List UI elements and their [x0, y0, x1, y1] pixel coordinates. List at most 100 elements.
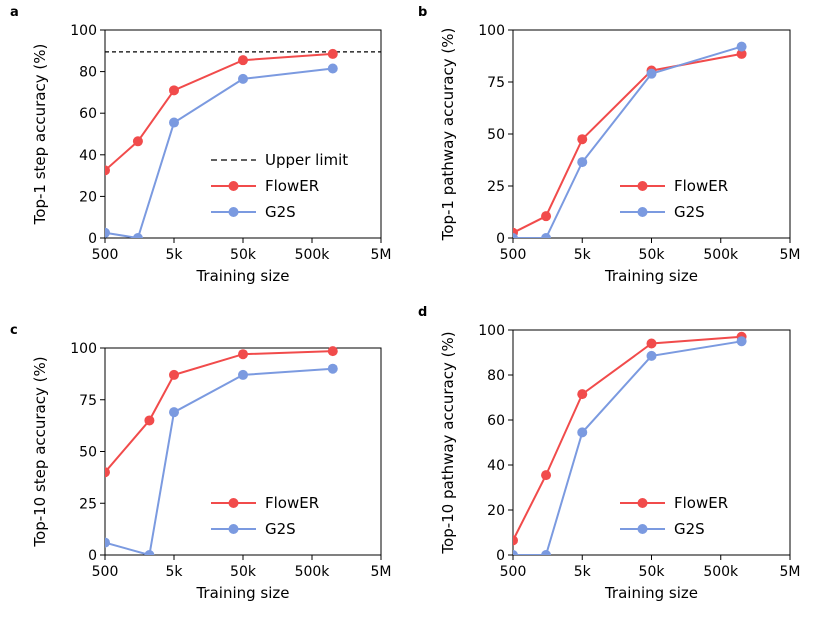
- data-point-flower: [238, 349, 248, 360]
- legend-label: FlowER: [265, 177, 319, 195]
- y-tick-label: 100: [70, 341, 97, 357]
- x-tick-label: 50k: [230, 247, 257, 263]
- x-axis-label: Training size: [604, 267, 698, 285]
- x-tick-label: 500: [92, 247, 119, 263]
- data-point-flower: [132, 136, 143, 147]
- y-axis-label: Top-1 step accuracy (%): [31, 44, 49, 226]
- y-tick-label: 100: [478, 323, 505, 339]
- data-point-g2s: [736, 41, 747, 52]
- x-tick-label: 5k: [574, 247, 592, 263]
- y-tick-label: 80: [487, 368, 505, 384]
- data-point-flower: [238, 55, 248, 66]
- y-tick-label: 0: [88, 548, 97, 564]
- series-line-g2s: [513, 340, 742, 555]
- y-tick-label: 20: [79, 189, 97, 205]
- x-tick-label: 500k: [703, 247, 739, 263]
- data-point-g2s: [736, 336, 747, 347]
- data-point-g2s: [105, 537, 110, 548]
- legend-label: FlowER: [674, 177, 728, 195]
- data-point-flower: [513, 535, 518, 546]
- y-tick-label: 100: [70, 23, 97, 39]
- panel-letter: d: [418, 305, 427, 320]
- legend-label: Upper limit: [265, 151, 348, 169]
- series-line-flower: [105, 350, 333, 473]
- x-tick-label: 50k: [639, 564, 666, 580]
- data-point-g2s: [169, 117, 179, 128]
- plot-area: [513, 331, 747, 555]
- x-axis-label: Training size: [604, 584, 698, 602]
- y-tick-label: 75: [79, 393, 97, 409]
- legend-label: G2S: [265, 520, 296, 538]
- legend: FlowER G2S: [211, 494, 319, 538]
- axes-frame: [512, 29, 791, 239]
- y-tick-label: 50: [487, 127, 505, 143]
- x-tick-label: 5M: [371, 564, 392, 580]
- x-tick-label: 5M: [371, 247, 392, 263]
- data-point-g2s: [513, 550, 518, 555]
- series-line-g2s: [513, 45, 742, 238]
- y-tick-label: 0: [88, 231, 97, 247]
- data-point-g2s: [646, 68, 657, 79]
- data-point-g2s: [577, 427, 588, 438]
- y-tick-label: 75: [487, 75, 505, 91]
- data-point-g2s: [541, 233, 552, 238]
- data-point-g2s: [646, 350, 657, 361]
- legend: FlowER G2S: [620, 177, 728, 221]
- x-tick-label: 500k: [703, 564, 739, 580]
- panel-letter: a: [10, 5, 19, 20]
- y-axis-label: Top-10 pathway accuracy (%): [439, 331, 457, 554]
- y-tick-label: 40: [79, 148, 97, 164]
- plot-area: [513, 41, 747, 238]
- series-line-g2s: [105, 367, 333, 555]
- data-point-flower: [736, 48, 747, 59]
- y-tick-label: 100: [478, 23, 505, 39]
- legend-marker-flower: [228, 498, 239, 508]
- panel-a: a 500 5k 50k 500k 5M 0 20 40 60 80 100 Training size…: [10, 5, 392, 285]
- data-point-g2s: [577, 157, 588, 168]
- y-tick-label: 60: [79, 106, 97, 122]
- x-axis-label: Training size: [195, 267, 289, 285]
- y-tick-label: 0: [496, 231, 505, 247]
- legend-label: FlowER: [265, 494, 319, 512]
- data-point-g2s: [327, 63, 338, 74]
- y-tick-label: 20: [487, 503, 505, 519]
- data-point-flower: [105, 467, 110, 478]
- x-tick-label: 500: [500, 564, 527, 580]
- data-point-g2s: [105, 227, 110, 238]
- y-tick-label: 0: [496, 548, 505, 564]
- data-point-flower: [646, 338, 657, 349]
- y-tick-label: 40: [487, 458, 505, 474]
- series-line-flower: [513, 52, 742, 234]
- plot-area: [105, 346, 338, 555]
- legend: FlowER G2S: [620, 494, 728, 538]
- data-point-g2s: [132, 233, 143, 238]
- data-point-g2s: [169, 407, 179, 418]
- panel-letter: c: [10, 323, 18, 338]
- data-point-g2s: [513, 233, 518, 238]
- legend-label: G2S: [265, 203, 296, 221]
- legend: Upper limit FlowER G2S: [211, 151, 348, 221]
- panel-d: d 500 5k 50k 500k 5M 0 20 40 60 80 100 Training size…: [418, 305, 801, 602]
- x-tick-label: 5M: [780, 564, 801, 580]
- data-point-flower: [144, 415, 155, 426]
- x-tick-label: 50k: [230, 564, 257, 580]
- x-axis-label: Training size: [195, 584, 289, 602]
- y-tick-label: 80: [79, 65, 97, 81]
- y-tick-label: 25: [79, 496, 97, 512]
- y-axis-label: Top-10 step accuracy (%): [31, 356, 49, 547]
- y-axis-label: Top-1 pathway accuracy (%): [439, 28, 457, 242]
- data-point-flower: [105, 165, 110, 176]
- data-point-flower: [541, 470, 552, 481]
- x-tick-label: 5M: [780, 247, 801, 263]
- data-point-g2s: [144, 550, 155, 555]
- data-point-flower: [327, 48, 338, 59]
- legend-label: G2S: [674, 203, 705, 221]
- panel-c: c 500 5k 50k 500k 5M 0 25 50 75 100 Training size To…: [10, 323, 392, 602]
- y-tick-label: 25: [487, 179, 505, 195]
- legend-marker-flower: [228, 181, 239, 191]
- legend-marker-flower: [637, 181, 648, 191]
- data-point-flower: [169, 85, 179, 96]
- x-tick-label: 500k: [295, 564, 331, 580]
- data-point-g2s: [238, 73, 248, 84]
